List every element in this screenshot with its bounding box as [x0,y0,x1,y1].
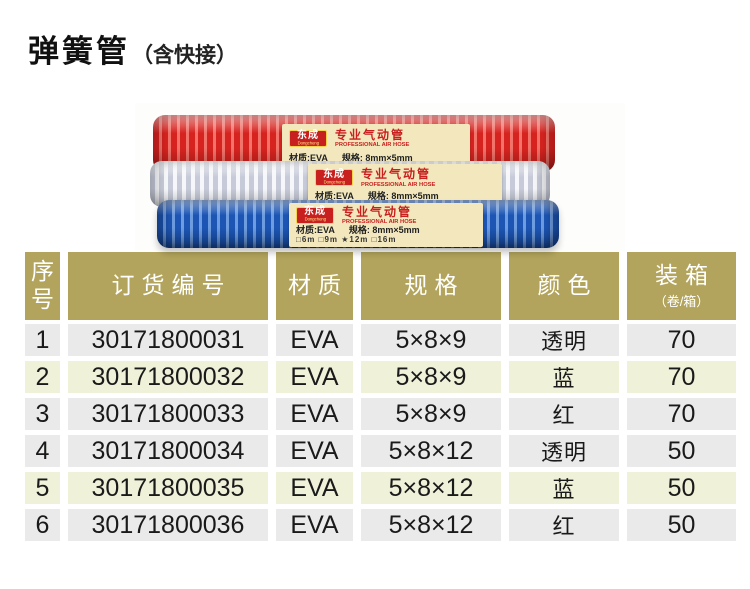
table-row: 2 30171800032 EVA 5×8×9 蓝 70 [25,361,736,393]
label-spec-row: 材质:EVA 规格: 8mm×5mm [289,154,463,163]
table-header-row: 序 号 订货编号 材质 规格 颜色 装箱 （卷/箱） [25,252,736,320]
table-cell: 5×8×12 [361,509,501,541]
label-spec: 规格: 8mm×5mm [341,153,413,164]
table-cell: 透明 [509,324,619,356]
product-name: 专业气动管 [342,204,413,219]
table-cell: 30171800033 [68,398,268,430]
table-cell: EVA [276,324,353,356]
table-cell: EVA [276,435,353,467]
product-name: 专业气动管 [361,167,432,182]
table-cell: 30171800031 [68,324,268,356]
table-cell: 蓝 [509,472,619,504]
brand-logo: 东成 Dongcheng [315,168,353,187]
label-spec: 规格: 8mm×5mm [348,225,420,236]
brand-logo: 东成 Dongcheng [289,129,327,148]
column-header-packing: 装箱 （卷/箱） [627,252,736,320]
table-cell: 6 [25,509,60,541]
table-cell: 30171800036 [68,509,268,541]
brand-row: 东成 Dongcheng 专业气动管 PROFESSIONAL AIR HOSE [315,168,495,188]
table-cell: 2 [25,361,60,393]
table-cell: 50 [627,435,736,467]
product-name: 专业气动管 [335,127,406,142]
product-spec-table: 序 号 订货编号 材质 规格 颜色 装箱 （卷/箱） 1 30171800031 E… [25,252,736,541]
brand-name-en: Dongcheng [304,218,326,223]
product-photo: 东成 Dongcheng 专业气动管 PROFESSIONAL AIR HOSE… [135,103,625,251]
label-spec-row: 材质:EVA 规格: 8mm×5mm [315,190,495,201]
brand-name: 东成 [304,206,326,218]
table-cell: 5×8×12 [361,435,501,467]
product-name-en: PROFESSIONAL AIR HOSE [342,218,417,225]
table-cell: EVA [276,398,353,430]
table-cell: 5 [25,472,60,504]
table-cell: 4 [25,435,60,467]
page-title: 弹簧管（含快接） [28,26,237,71]
product-name-en: PROFESSIONAL AIR HOSE [361,181,436,188]
table-row: 6 30171800036 EVA 5×8×12 红 50 [25,509,736,541]
column-header-spec: 规格 [361,252,501,320]
label-lengths: □6m □9m ★12m □16m [296,235,397,245]
table-cell: 红 [509,509,619,541]
brand-name: 东成 [297,129,319,141]
table-row: 4 30171800034 EVA 5×8×12 透明 50 [25,435,736,467]
brand-row: 东成 Dongcheng 专业气动管 PROFESSIONAL AIR HOSE [296,204,476,226]
transparent-hose-label: 东成 Dongcheng 专业气动管 PROFESSIONAL AIR HOSE… [308,164,502,205]
table-cell: 1 [25,324,60,356]
column-header-order-number: 订货编号 [68,252,268,320]
table-cell: 5×8×9 [361,361,501,393]
table-row: 5 30171800035 EVA 5×8×12 蓝 50 [25,472,736,504]
table-cell: 5×8×9 [361,324,501,356]
label-spec-row: 材质:EVA 规格: 8mm×5mm [296,226,476,235]
table-cell: 50 [627,472,736,504]
table-cell: EVA [276,361,353,393]
table-cell: 70 [627,324,736,356]
label-spec: 规格: 8mm×5mm [367,190,439,201]
table-row: 3 30171800033 EVA 5×8×9 红 70 [25,398,736,430]
table-cell: EVA [276,472,353,504]
table-row: 1 30171800031 EVA 5×8×9 透明 70 [25,324,736,356]
table-body: 1 30171800031 EVA 5×8×9 透明 70 2 30171800032 EVA 5… [25,324,736,541]
table-cell: 红 [509,398,619,430]
red-hose-label: 东成 Dongcheng 专业气动管 PROFESSIONAL AIR HOSE… [282,124,470,168]
table-cell: 5×8×9 [361,398,501,430]
page-subtitle-text: （含快接） [132,44,237,67]
product-name-en: PROFESSIONAL AIR HOSE [335,142,410,148]
table-cell: 70 [627,361,736,393]
column-header-color: 颜色 [509,252,619,320]
table-cell: 5×8×12 [361,472,501,504]
table-cell: 70 [627,398,736,430]
brand-name-en: Dongcheng [297,141,319,146]
table-cell: 30171800034 [68,435,268,467]
brand-logo: 东成 Dongcheng [296,206,334,224]
brand-row: 东成 Dongcheng 专业气动管 PROFESSIONAL AIR HOSE [289,129,463,149]
table-cell: 3 [25,398,60,430]
table-cell: 蓝 [509,361,619,393]
table-cell: 50 [627,509,736,541]
table-cell: 30171800032 [68,361,268,393]
column-header-material: 材质 [276,252,353,320]
brand-name-en: Dongcheng [323,180,345,186]
brand-name: 东成 [323,168,345,180]
label-material: 材质:EVA [289,153,328,164]
column-header-index: 序 号 [25,252,60,320]
label-material: 材质:EVA [296,225,335,236]
page-title-text: 弹簧管 [28,34,130,69]
blue-hose-label: 东成 Dongcheng 专业气动管 PROFESSIONAL AIR HOSE… [289,203,483,247]
table-cell: 透明 [509,435,619,467]
table-cell: EVA [276,509,353,541]
label-material: 材质:EVA [315,190,354,201]
table-cell: 30171800035 [68,472,268,504]
